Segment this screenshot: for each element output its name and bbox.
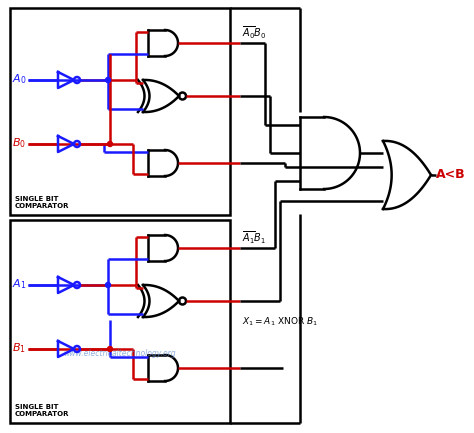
Text: SINGLE BIT
COMPARATOR: SINGLE BIT COMPARATOR (15, 404, 70, 417)
Text: $B_1$: $B_1$ (12, 341, 26, 355)
Circle shape (106, 282, 110, 288)
Text: $\overline{A_0}B_0$: $\overline{A_0}B_0$ (242, 24, 266, 41)
Text: $A_0$: $A_0$ (12, 72, 27, 86)
Text: $A_1$: $A_1$ (12, 277, 27, 291)
Text: SINGLE BIT
COMPARATOR: SINGLE BIT COMPARATOR (15, 196, 70, 209)
Text: $X_1=A_1$ XNOR $B_1$: $X_1=A_1$ XNOR $B_1$ (242, 315, 318, 327)
Circle shape (108, 346, 112, 352)
Text: www.electricaltechnology.org: www.electricaltechnology.org (64, 349, 176, 358)
Text: $\overline{A_1}B_1$: $\overline{A_1}B_1$ (242, 229, 266, 246)
Bar (10, 220, 230, 423)
Text: A<B: A<B (436, 168, 465, 181)
Text: $B_0$: $B_0$ (12, 136, 26, 150)
Circle shape (108, 142, 112, 146)
Circle shape (106, 78, 110, 83)
Bar (10, 8, 230, 215)
